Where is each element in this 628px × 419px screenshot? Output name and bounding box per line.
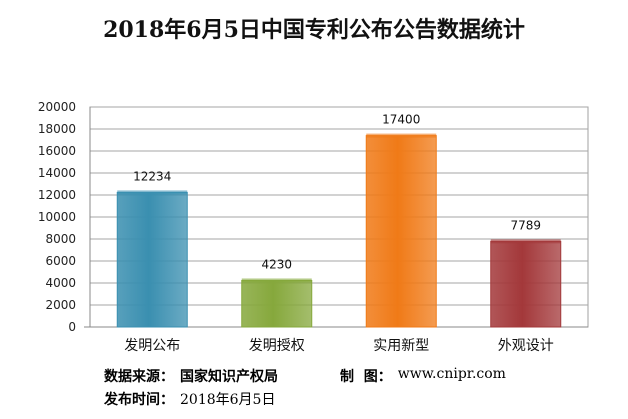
y-tick-label: 4000 [45,276,76,290]
y-tick-label: 6000 [45,254,76,268]
x-tick-label: 发明授权 [249,338,305,354]
bar-2 [242,280,312,327]
bar-4 [491,241,561,327]
bar-3 [366,136,436,327]
bar-top-1 [117,190,187,194]
y-tick-label: 10000 [38,210,76,224]
y-tick-label: 12000 [38,188,76,202]
maker-value: www.cnipr.com [398,366,506,386]
source-value: 国家知识产权局 [180,366,278,386]
x-tick-label: 发明公布 [124,338,180,354]
y-tick-label: 8000 [45,232,76,246]
date-label: 发布时间： [104,389,174,409]
data-label: 7789 [510,218,541,232]
x-tick-label: 实用新型 [373,338,429,354]
data-label: 17400 [382,113,420,127]
bar-top-3 [366,134,436,138]
source-label: 数据来源： [104,366,174,386]
chart-maker: 制 图： www.cnipr.com [340,366,506,386]
data-source: 数据来源： 国家知识产权局 [104,366,278,386]
y-tick-label: 2000 [45,298,76,312]
data-label: 4230 [261,257,292,271]
date-value: 2018年6月5日 [180,389,275,409]
bar-1 [117,192,187,327]
publish-date: 发布时间： 2018年6月5日 [104,389,275,409]
bar-top-4 [491,239,561,243]
y-tick-label: 0 [68,320,76,334]
y-tick-label: 18000 [38,122,76,136]
y-tick-label: 16000 [38,144,76,158]
data-label: 12234 [133,169,171,183]
y-tick-label: 14000 [38,166,76,180]
y-tick-label: 20000 [38,100,76,114]
x-tick-label: 外观设计 [498,338,554,354]
bar-top-2 [242,278,312,282]
maker-label: 制 图： [340,366,392,386]
